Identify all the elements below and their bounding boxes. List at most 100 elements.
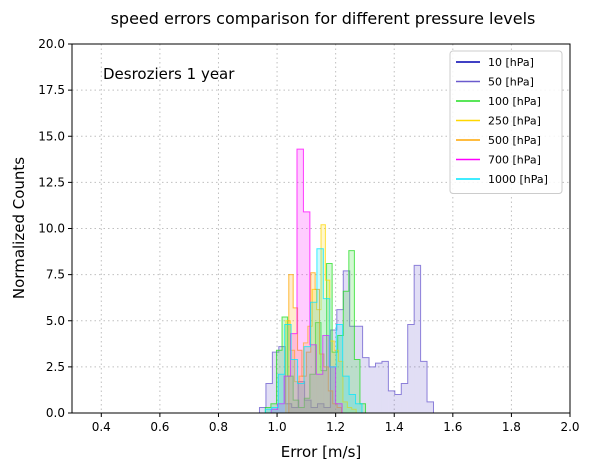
y-axis-label: Normalized Counts: [10, 157, 28, 299]
histogram-bar: [265, 383, 273, 413]
histogram-bar: [414, 265, 421, 413]
legend-box: [449, 50, 563, 194]
legend: 10 [hPa] 50 [hPa] 100 [hPa] 250 [hPa] 500 [h…: [449, 50, 563, 194]
histogram-bar: [303, 211, 310, 413]
histogram-bar: [294, 381, 300, 413]
histogram-bar: [323, 407, 331, 413]
histogram-bar: [359, 403, 366, 413]
histogram-bar: [299, 376, 304, 413]
chart-title: speed errors comparison for different pr…: [111, 9, 536, 28]
legend-label: 250 [hPa]: [488, 115, 541, 128]
legend-label: 100 [hPa]: [488, 95, 541, 108]
y-tick-label: 2.5: [46, 360, 65, 374]
histogram-bar: [321, 370, 327, 413]
histogram-bar: [309, 344, 317, 413]
x-tick-label: 1.4: [385, 420, 404, 434]
histogram-bar: [381, 361, 389, 413]
histogram-outline: [258, 264, 434, 413]
histogram-bar: [265, 407, 271, 413]
histogram-bar: [301, 376, 307, 413]
histogram-bar: [272, 352, 279, 413]
histogram-bar: [259, 407, 266, 413]
histogram-bar: [297, 383, 305, 413]
histogram-bar: [329, 366, 337, 413]
histogram-bar: [298, 407, 305, 413]
histogram-bar: [354, 359, 360, 413]
histogram-bar: [315, 322, 321, 413]
histogram-bar: [293, 400, 299, 413]
x-tick-label: 0.4: [92, 420, 111, 434]
x-axis-ticks: 0.4 0.6 0.8 1.0 1.2 1.4 1.6 1.8 2.0: [92, 413, 580, 434]
histogram-bar: [323, 298, 330, 413]
histogram-bar: [306, 352, 311, 413]
histogram-bar: [284, 324, 292, 413]
histogram-bar: [401, 383, 408, 413]
legend-label: 500 [hPa]: [488, 134, 541, 147]
histogram-bar: [290, 350, 295, 413]
y-tick-label: 20.0: [38, 37, 65, 51]
legend-label: 700 [hPa]: [488, 154, 541, 167]
x-tick-label: 2.0: [560, 420, 579, 434]
histogram-bar: [297, 350, 302, 413]
histogram-bar: [265, 409, 272, 413]
histogram-bar: [309, 374, 316, 413]
histogram-bar: [311, 407, 318, 413]
y-tick-label: 12.5: [38, 175, 65, 189]
histogram-bar: [336, 324, 343, 413]
y-tick-label: 0.0: [46, 406, 65, 420]
histogram-bar: [291, 407, 299, 413]
histogram-bar: [291, 359, 298, 413]
histogram-bar: [316, 309, 321, 413]
histogram-bar: [330, 329, 337, 413]
histogram-bar: [332, 403, 338, 413]
histogram-bar: [271, 409, 278, 413]
histogram-bar: [316, 248, 324, 413]
series-6-bars: [264, 248, 363, 413]
histogram-bar: [323, 366, 329, 413]
histogram-bar: [332, 352, 338, 413]
x-tick-label: 1.8: [502, 420, 521, 434]
histogram-bar: [342, 376, 350, 413]
histogram-bar: [270, 403, 277, 413]
histogram-bar: [375, 363, 382, 413]
histogram-bar: [369, 366, 376, 413]
histogram-bar: [394, 394, 402, 413]
x-tick-label: 1.2: [326, 420, 345, 434]
histogram-bar: [335, 403, 343, 413]
x-tick-label: 1.6: [443, 420, 462, 434]
histogram-bar: [348, 250, 355, 413]
histogram-bar: [304, 398, 310, 413]
x-tick-label: 0.8: [209, 420, 228, 434]
histogram-bar: [343, 291, 349, 413]
annotation-text: Desroziers 1 year: [103, 65, 235, 83]
histogram-bar: [329, 341, 335, 413]
histogram-bar: [347, 407, 352, 413]
histogram-bar: [316, 374, 323, 413]
x-tick-label: 0.6: [150, 420, 169, 434]
histogram-bar: [325, 280, 330, 413]
histogram-bar: [296, 149, 304, 414]
histogram-bar: [317, 403, 324, 413]
histogram-bar: [388, 390, 395, 413]
y-tick-label: 7.5: [46, 268, 65, 282]
y-tick-label: 15.0: [38, 129, 65, 143]
legend-label: 10 [hPa]: [488, 56, 534, 69]
histogram-outline: [285, 224, 357, 413]
x-axis-label: Error [m/s]: [281, 443, 362, 461]
y-tick-label: 10.0: [38, 222, 65, 236]
histogram-bar: [304, 400, 312, 413]
histogram-bar: [287, 376, 294, 413]
y-tick-label: 17.5: [38, 83, 65, 97]
legend-label: 1000 [hPa]: [488, 173, 548, 186]
histogram-bar: [342, 401, 348, 413]
histogram-bar: [315, 289, 320, 413]
histogram-bar: [356, 326, 363, 413]
histogram-bar: [310, 272, 316, 413]
histogram-bar: [304, 346, 311, 413]
histogram-outline: [264, 248, 363, 413]
histogram-bar: [427, 401, 434, 413]
series-3-bars: [285, 224, 357, 413]
y-tick-label: 5.0: [46, 314, 65, 328]
histogram-bar: [322, 335, 330, 413]
